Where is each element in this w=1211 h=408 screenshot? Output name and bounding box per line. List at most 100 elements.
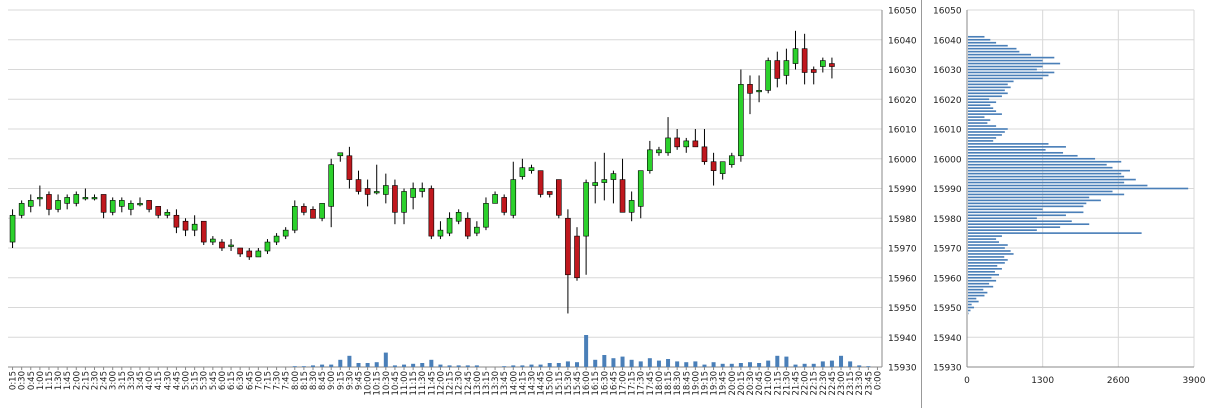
candle-up [9,214,16,243]
profile-bar [968,175,1125,178]
profile-bar [968,119,991,121]
volume-bar [793,364,798,367]
x-tick-label: 16:00 [582,371,592,396]
volume-bar [520,365,525,367]
candle-down [46,194,52,210]
candle-up [474,226,480,234]
x-tick-label: 6:45 [245,371,255,390]
profile-bar [968,110,997,112]
candle-up [55,200,61,210]
y-tick-label: 16030 [888,66,917,76]
x-tick-label: 8:45 [318,371,328,390]
x-tick-label: 23:15 [846,371,856,396]
profile-bar [968,68,1037,71]
candle-up [373,191,380,194]
x-tick-label: 12:15 [446,371,456,396]
volume-bar [456,365,461,367]
x-tick-label: 15:45 [573,371,583,396]
x-tick-label: 23:45 [864,371,874,396]
y-tick-label: 16030 [933,66,962,76]
candle-down [146,200,152,210]
y-tick-label: 15930 [888,364,917,374]
candle-up [255,250,262,258]
volume-bar [656,360,661,367]
volume-bar [383,352,388,367]
y-tick-label: 15930 [933,364,962,374]
volume-bar [474,365,479,367]
candle-up [64,197,70,204]
profile-bar [968,276,992,279]
candle-down [364,188,371,195]
y-tick-label: 15960 [933,274,962,284]
candle-up [792,48,799,64]
profile-bar [968,259,1008,261]
x-tick-label: 7:15 [263,371,273,390]
profile-bar [968,157,1096,160]
x-tick-label: 23:30 [855,371,865,396]
x-tick-label: 17:30 [637,371,647,396]
profile-bar [968,282,990,285]
x-tick-label: 9:30 [345,371,355,390]
profile-bar [968,104,991,107]
y-tick-label: 16050 [888,7,917,17]
candle-down [464,217,471,237]
y-tick-label: 15980 [888,215,917,225]
volume-bar [757,363,762,367]
x-tick-label: 6:30 [236,371,246,390]
candle-up [783,60,790,76]
volume-bar [411,363,416,367]
volume-bar [292,366,297,367]
profile-bar [968,303,972,306]
x-tick-label: 5:15 [191,371,201,390]
x-tick-label: 4:00 [145,371,155,390]
candle-up [528,167,535,171]
x-tick-label: 4:15 [154,371,164,390]
candle-down [219,241,225,249]
candle-up [328,164,334,207]
profile-bar [968,208,1043,211]
profile-bar [968,193,1125,196]
y-tick-label: 16040 [888,36,917,46]
volume-bar [402,364,407,367]
profile-bar [968,35,985,38]
volume-bar [802,363,807,367]
x-tick-label: 0:00 [873,371,883,390]
x-tick-label: 4:30 [163,371,173,390]
x-tick-label: 3:45 [136,371,146,390]
profile-bar [968,107,994,109]
volume-bar [356,363,361,367]
candle-up [91,197,98,200]
candle-up [383,185,389,195]
candle-up [210,238,216,243]
profile-bar [968,241,1000,243]
x-tick-label: 22:30 [819,371,829,396]
profile-bar [968,122,988,124]
x-tick-label: 11:30 [418,371,428,396]
volume-bar [392,365,397,367]
x-tick-label: 5:30 [200,371,210,390]
candle-down [100,194,107,213]
profile-bar [968,181,1125,184]
profile-bar [968,285,994,288]
profile-bar [968,59,1043,62]
x-tick-label: 3:30 [127,371,137,390]
x-tick-label: 8:30 [309,371,319,390]
volume-bar [584,335,589,367]
volume-bar [438,364,443,367]
volume-bar [511,365,516,367]
volume-bar [429,359,434,367]
profile-bar [968,134,1002,136]
profile-bar [968,172,1122,175]
profile-bar [968,300,979,303]
x-tick-label: 1:15 [45,371,55,390]
profile-bar [968,265,998,267]
profile-bar [968,217,1037,220]
volume-bar [693,361,698,367]
volume-bar [666,359,671,367]
candle-up [446,217,453,234]
y-tick-label: 16020 [888,96,917,106]
profile-bar [968,125,997,127]
x-tick-label: 18:15 [664,371,674,396]
volume-profile-chart: 15930 15940 15950 15960 15970 15980 15990 16000… [933,7,1206,387]
candle-up [27,200,34,207]
